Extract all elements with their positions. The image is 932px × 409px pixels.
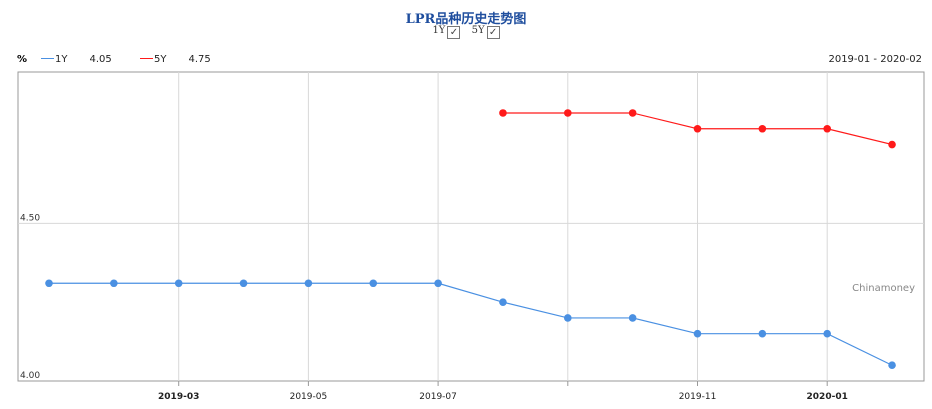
data-point-1y[interactable]: [823, 329, 831, 338]
data-point-5y[interactable]: [628, 109, 637, 117]
y-tick-label: 4.50: [20, 213, 40, 223]
data-point-5y[interactable]: [693, 124, 702, 133]
toggle-1y-label: 1Y: [432, 25, 446, 36]
data-point-5y[interactable]: [758, 124, 767, 133]
data-point-1y[interactable]: [758, 329, 767, 338]
x-tick-label: 2019-07: [419, 392, 457, 402]
series-toggles: 1Y ✓ 5Y ✓: [0, 25, 932, 39]
legend-value-5y: 4.75: [188, 54, 211, 65]
y-tick-label: 4.00: [20, 371, 40, 381]
toggle-5y-label: 5Y: [471, 25, 485, 36]
x-tick-label: 2019-03: [158, 392, 199, 402]
data-point-1y[interactable]: [110, 279, 118, 288]
data-point-1y[interactable]: [499, 298, 507, 306]
data-point-1y[interactable]: [174, 279, 183, 288]
unit-label: %: [17, 54, 28, 65]
data-point-5y[interactable]: [888, 140, 896, 149]
toggle-1y[interactable]: 1Y ✓: [432, 25, 461, 39]
data-point-1y[interactable]: [45, 279, 53, 288]
x-tick-label: 2019-11: [679, 392, 717, 402]
date-range: 2019-01 - 2020-02: [828, 54, 922, 65]
checkbox-5y-icon[interactable]: ✓: [486, 26, 500, 39]
legend-name-1y: 1Y: [55, 54, 68, 65]
legend-line-5y-icon: [140, 58, 153, 59]
data-point-5y[interactable]: [823, 124, 831, 133]
series-line-1y: [49, 282, 893, 366]
data-point-1y[interactable]: [434, 279, 442, 288]
data-point-1y[interactable]: [628, 314, 637, 322]
legend-item-1y: 1Y 4.05: [41, 54, 112, 65]
checkbox-1y-icon[interactable]: ✓: [447, 26, 461, 39]
legend-value-1y: 4.05: [89, 54, 112, 65]
data-point-1y[interactable]: [888, 361, 896, 370]
data-point-5y[interactable]: [499, 109, 507, 117]
legend-name-5y: 5Y: [154, 54, 167, 65]
data-point-1y[interactable]: [239, 279, 248, 288]
watermark-text: Chinamoney: [852, 283, 915, 294]
x-tick-label: 2020-01: [807, 392, 848, 402]
legend-item-5y: 5Y 4.75: [140, 54, 211, 65]
x-tick-label: 2019-05: [290, 392, 328, 402]
data-point-1y[interactable]: [693, 329, 702, 338]
legend-line-1y-icon: [41, 58, 54, 59]
data-point-5y[interactable]: [564, 109, 572, 117]
plot-frame: [17, 71, 925, 382]
data-point-1y[interactable]: [304, 279, 313, 288]
data-point-1y[interactable]: [369, 279, 378, 288]
chart-title: LPR品种历史走势图: [405, 12, 527, 27]
data-point-1y[interactable]: [564, 314, 572, 322]
toggle-5y[interactable]: 5Y ✓: [472, 25, 500, 39]
